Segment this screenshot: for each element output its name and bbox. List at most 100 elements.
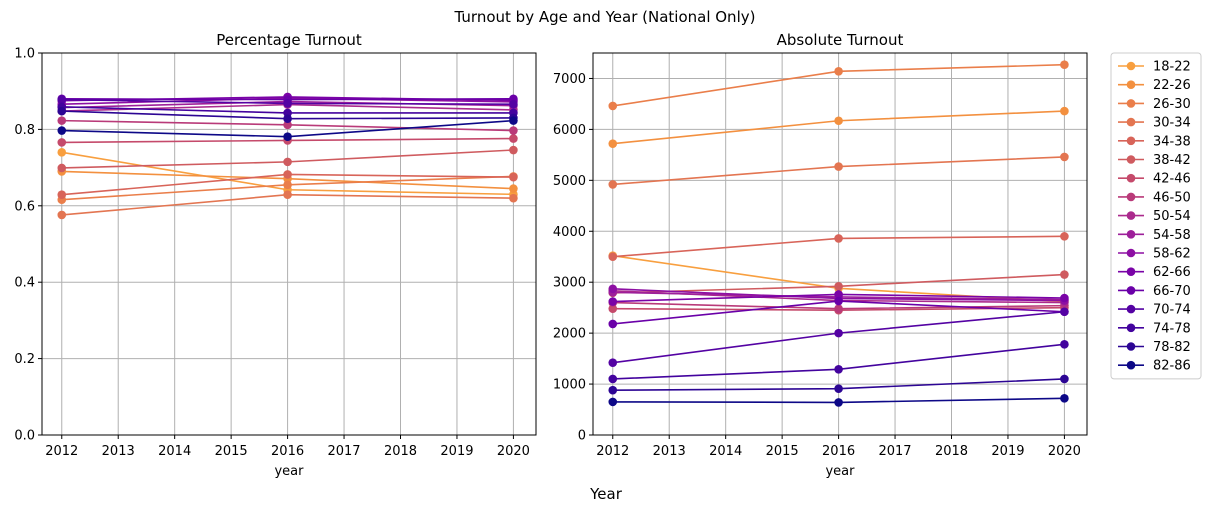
legend-label: 34-38 (1153, 134, 1191, 149)
legend-marker (1126, 211, 1136, 220)
legend-label: 42-46 (1153, 172, 1191, 187)
data-point (57, 95, 67, 104)
figure-x-label: Year (589, 485, 623, 503)
data-point (608, 101, 618, 111)
series-46-50 (57, 116, 518, 135)
data-point (834, 304, 843, 313)
data-point (608, 304, 618, 313)
x-axis-label: year (825, 464, 855, 479)
x-tick-label: 2018 (384, 444, 417, 459)
data-point (283, 132, 292, 141)
data-point (1060, 394, 1069, 403)
data-point (1060, 293, 1069, 303)
series-26-30 (608, 60, 1069, 111)
legend-item: 78-82 (1118, 340, 1191, 355)
y-tick-label: 5000 (553, 174, 586, 189)
x-tick-label: 2014 (158, 444, 191, 459)
data-point (834, 384, 843, 393)
series-70-74 (608, 307, 1069, 367)
legend-label: 46-50 (1153, 190, 1191, 205)
data-point (57, 210, 67, 220)
data-point (283, 120, 292, 130)
x-tick-label: 2015 (215, 444, 248, 459)
series-78-82 (608, 374, 1069, 395)
data-point (283, 99, 292, 108)
data-point (509, 193, 518, 203)
series-82-86 (57, 116, 518, 141)
y-tick-label: 1000 (553, 378, 586, 393)
y-tick-label: 0.6 (14, 199, 35, 214)
legend-marker (1126, 80, 1136, 89)
x-tick-label: 2019 (991, 444, 1024, 459)
x-tick-label: 2019 (440, 444, 473, 459)
data-point (608, 139, 618, 148)
legend-item: 30-34 (1118, 116, 1191, 131)
legend-marker (1126, 136, 1136, 146)
x-tick-label: 2017 (878, 444, 911, 459)
y-tick-label: 0.4 (14, 276, 35, 291)
y-tick-label: 0.8 (14, 123, 35, 138)
y-tick-label: 0.0 (14, 429, 35, 444)
data-point (283, 190, 292, 200)
series-66-70 (608, 296, 1069, 329)
data-point (57, 190, 67, 200)
legend-label: 58-62 (1153, 247, 1191, 262)
series-82-86 (608, 394, 1069, 407)
data-point (834, 364, 843, 374)
legend-label: 74-78 (1153, 321, 1191, 336)
y-tick-label: 0 (578, 429, 586, 444)
legend-marker (1126, 342, 1136, 351)
data-point (283, 157, 292, 167)
y-tick-label: 1.0 (14, 47, 35, 62)
legend-marker (1126, 248, 1136, 258)
chart-title: Percentage Turnout (216, 31, 362, 49)
legend-marker (1126, 173, 1136, 183)
y-tick-label: 7000 (553, 72, 586, 87)
data-point (1060, 60, 1069, 70)
data-point (283, 114, 292, 124)
legend-label: 38-42 (1153, 153, 1191, 168)
data-point (509, 184, 518, 193)
legend-item: 58-62 (1118, 247, 1191, 262)
data-point (1060, 307, 1069, 317)
x-tick-label: 2016 (822, 444, 855, 459)
y-tick-label: 4000 (553, 225, 586, 240)
series-30-34 (608, 152, 1069, 189)
legend-item: 38-42 (1118, 153, 1191, 168)
series-62-66 (608, 290, 1069, 306)
x-tick-label: 2012 (596, 444, 629, 459)
legend-label: 54-58 (1153, 228, 1191, 243)
gridlines (593, 53, 1087, 436)
x-tick-label: 2015 (766, 444, 799, 459)
data-point (608, 374, 618, 384)
legend-marker (1126, 267, 1136, 277)
data-point (608, 319, 618, 329)
data-point (1060, 340, 1069, 349)
data-point (1060, 374, 1069, 384)
data-point (608, 358, 618, 367)
legend-marker (1126, 99, 1136, 108)
legend-marker (1126, 360, 1136, 370)
legend-marker (1126, 286, 1136, 295)
data-point (834, 234, 843, 243)
data-point (608, 180, 618, 189)
legend-item: 82-86 (1118, 359, 1191, 374)
x-tick-label: 2018 (935, 444, 968, 459)
legend-item: 50-54 (1118, 209, 1191, 224)
data-point (57, 148, 67, 157)
series-74-78 (608, 340, 1069, 384)
legend-item: 62-66 (1118, 265, 1191, 280)
data-point (834, 290, 843, 299)
series-70-74 (57, 95, 518, 109)
legend-frame (1110, 52, 1202, 380)
legend-label: 62-66 (1153, 265, 1191, 280)
x-tick-label: 2013 (653, 444, 686, 459)
data-point (57, 106, 67, 116)
legend-marker (1126, 230, 1136, 239)
y-tick-label: 0.2 (14, 352, 35, 367)
legend-item: 66-70 (1118, 284, 1191, 299)
y-tick-label: 2000 (553, 327, 586, 342)
data-point (608, 284, 618, 294)
y-tick-label: 6000 (553, 123, 586, 138)
